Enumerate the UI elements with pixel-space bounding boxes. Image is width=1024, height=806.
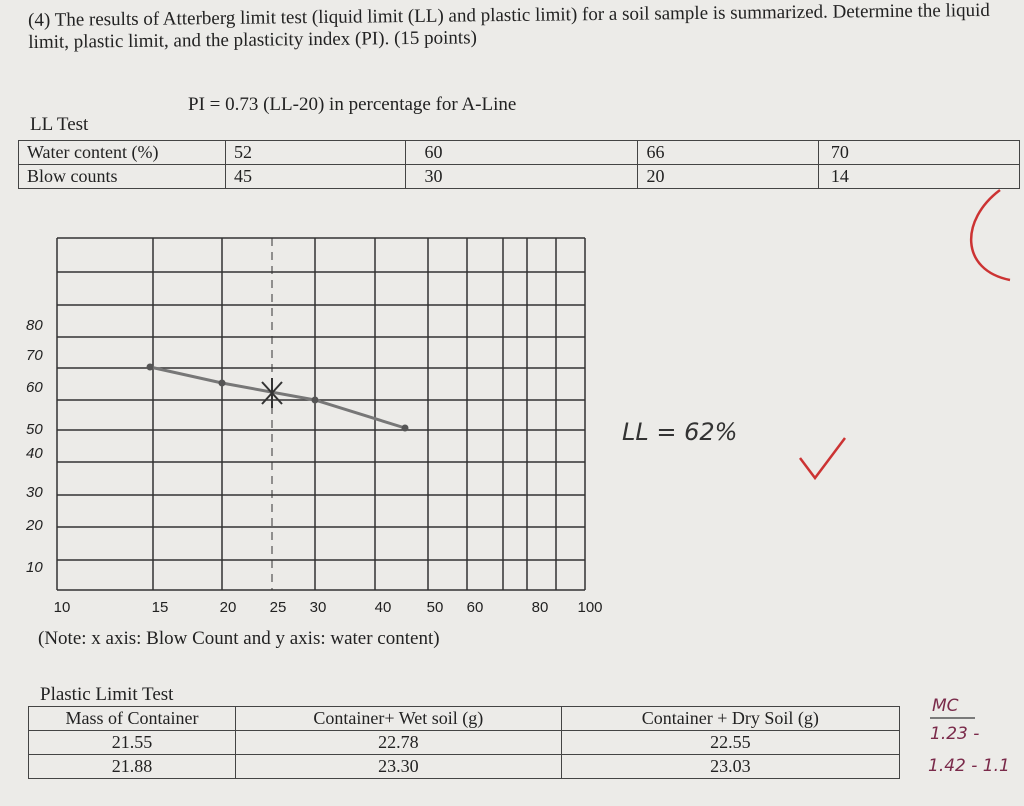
red-arc bbox=[969, 189, 1011, 282]
pl-title: Plastic Limit Test bbox=[40, 684, 174, 705]
ll-row: Water content (%) 52 60 66 70 bbox=[18, 140, 1021, 165]
x-label: 20 bbox=[220, 599, 237, 616]
point bbox=[311, 396, 319, 404]
point bbox=[218, 379, 226, 387]
pl-row: 21.55 22.78 22.55 bbox=[28, 730, 901, 755]
cell: 21.88 bbox=[28, 754, 236, 779]
y-label: 20 bbox=[25, 517, 43, 534]
x-label: 50 bbox=[427, 599, 444, 616]
cell: 23.03 bbox=[560, 754, 901, 779]
y-label: 70 bbox=[26, 347, 43, 364]
cell: Blow counts bbox=[18, 164, 226, 189]
grid bbox=[56, 237, 586, 591]
x-label: 80 bbox=[532, 599, 549, 616]
x-label: 60 bbox=[467, 599, 484, 616]
cell: 22.78 bbox=[235, 730, 562, 755]
y-label: 40 bbox=[26, 445, 43, 462]
pl-header: Mass of Container Container+ Wet soil (g… bbox=[28, 706, 901, 731]
x-label: 10 bbox=[54, 599, 71, 616]
graph-note: (Note: x axis: Blow Count and y axis: wa… bbox=[38, 628, 440, 649]
plotted-points bbox=[146, 363, 409, 432]
cell: 22.55 bbox=[560, 730, 901, 755]
cell: 66 bbox=[637, 140, 819, 165]
x-label: 25 bbox=[270, 599, 287, 616]
header-cell: Mass of Container bbox=[28, 706, 236, 731]
ll-row: Blow counts 45 30 20 14 bbox=[18, 164, 1021, 189]
ll-table: Water content (%) 52 60 66 70 Blow count… bbox=[18, 140, 1021, 189]
x-label: 15 bbox=[152, 599, 169, 616]
margin-note: MC bbox=[932, 696, 959, 716]
margin-note: 1.23 - bbox=[930, 724, 980, 744]
ll-title: LL Test bbox=[30, 114, 89, 135]
formula: PI = 0.73 (LL-20) in percentage for A-Li… bbox=[188, 94, 517, 115]
cell: 21.55 bbox=[28, 730, 236, 755]
plotted-line bbox=[149, 365, 406, 430]
point bbox=[401, 424, 409, 432]
point bbox=[146, 363, 154, 371]
check-mark bbox=[799, 437, 846, 481]
cell: 45 bbox=[224, 164, 407, 189]
x-label: 40 bbox=[375, 599, 392, 616]
cell: Water content (%) bbox=[18, 140, 226, 165]
pl-row: 21.88 23.30 23.03 bbox=[28, 754, 901, 779]
y-label: 80 bbox=[26, 317, 43, 334]
y-label: 50 bbox=[26, 421, 43, 438]
margin-note: 1.42 - 1.1 bbox=[928, 756, 1010, 776]
x-label: 30 bbox=[310, 599, 327, 616]
y-label: 60 bbox=[26, 379, 43, 396]
x-label: 100 bbox=[577, 599, 602, 616]
cell: 30 bbox=[405, 164, 639, 189]
cell: 23.30 bbox=[235, 754, 562, 779]
cell: 20 bbox=[637, 164, 819, 189]
answer: LL = 62% bbox=[622, 418, 738, 446]
ll-mark bbox=[261, 378, 283, 408]
pl-table: Mass of Container Container+ Wet soil (g… bbox=[28, 706, 901, 779]
y-label: 10 bbox=[26, 559, 43, 576]
cell: 14 bbox=[817, 164, 1021, 189]
header-cell: Container+ Wet soil (g) bbox=[235, 706, 562, 731]
cell: 70 bbox=[817, 140, 1021, 165]
y-label: 30 bbox=[26, 484, 43, 501]
header-cell: Container + Dry Soil (g) bbox=[560, 706, 901, 731]
